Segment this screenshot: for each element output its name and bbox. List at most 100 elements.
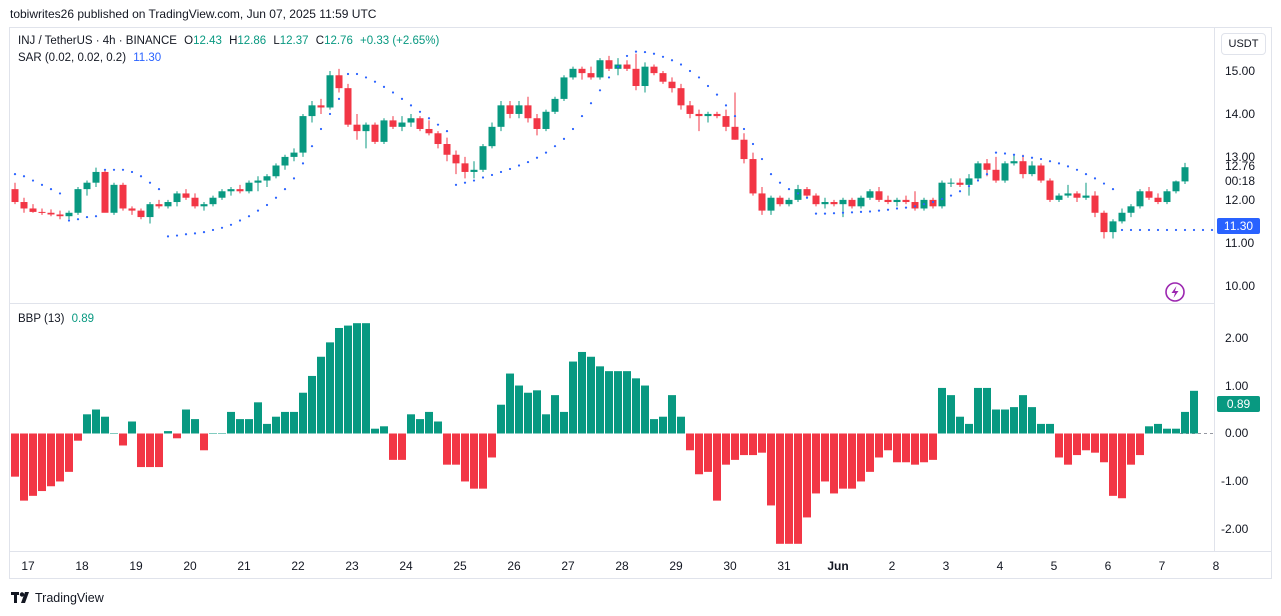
candle-body bbox=[785, 199, 793, 205]
bbp-bar bbox=[821, 433, 829, 482]
sar-dot bbox=[22, 175, 26, 178]
sar-value: 11.30 bbox=[133, 52, 162, 64]
candle-body bbox=[551, 98, 559, 112]
ohlc-open: O12.43 bbox=[184, 35, 222, 47]
bbp-bar bbox=[425, 411, 433, 434]
candle-body bbox=[20, 202, 28, 209]
candle-body bbox=[893, 199, 901, 203]
time-tick: 25 bbox=[453, 559, 467, 573]
candle-body bbox=[488, 126, 496, 147]
sar-dot bbox=[1192, 228, 1196, 232]
sar-dot bbox=[706, 84, 710, 88]
candle-body bbox=[281, 156, 289, 166]
sar-legend[interactable]: SAR (0.02, 0.02, 0.2) 11.30 bbox=[18, 52, 165, 64]
pane-divider[interactable] bbox=[9, 303, 1214, 304]
candle-body bbox=[740, 139, 748, 160]
sar-dot bbox=[139, 175, 143, 178]
candle-body bbox=[497, 105, 505, 127]
sar-dot bbox=[598, 89, 602, 92]
time-tick: 6 bbox=[1104, 559, 1112, 573]
sar-dot bbox=[436, 123, 440, 126]
sar-dot bbox=[1147, 228, 1151, 232]
sar-dot bbox=[328, 112, 332, 116]
lightning-icon[interactable] bbox=[1164, 281, 1186, 303]
candle-body bbox=[605, 60, 613, 69]
bbp-bar bbox=[1163, 428, 1171, 434]
bbp-bar bbox=[605, 371, 613, 434]
bbp-tick: -2.00 bbox=[1221, 522, 1249, 537]
time-tick: 8 bbox=[1212, 559, 1220, 573]
currency-button[interactable]: USDT bbox=[1221, 33, 1266, 55]
bbp-bar bbox=[776, 433, 784, 544]
bbp-bar bbox=[110, 433, 118, 434]
sar-dot bbox=[184, 233, 188, 236]
candle-body bbox=[209, 197, 217, 205]
bbp-bar bbox=[353, 323, 361, 434]
sar-dot bbox=[292, 177, 296, 180]
tradingview-brand[interactable]: TradingView bbox=[11, 591, 104, 605]
main-legend[interactable]: INJ / TetherUS · 4h · BINANCE O12.43 H12… bbox=[18, 35, 443, 47]
ohlc-low: L12.37 bbox=[273, 35, 309, 47]
symbol-label[interactable]: INJ / TetherUS · 4h · BINANCE bbox=[18, 35, 177, 47]
candle-body bbox=[11, 189, 19, 203]
price-tick: 15.00 bbox=[1225, 63, 1256, 78]
sar-dot bbox=[823, 212, 827, 215]
sar-dot bbox=[391, 91, 395, 94]
sar-dot bbox=[238, 219, 242, 222]
sar-dot bbox=[1120, 228, 1124, 232]
sar-dot bbox=[760, 157, 764, 161]
sar-dot bbox=[382, 85, 386, 88]
bbp-bar bbox=[749, 433, 757, 456]
bbp-bar bbox=[506, 373, 514, 434]
bbp-bar bbox=[803, 433, 811, 518]
bbp-bar bbox=[1145, 426, 1153, 434]
candle-body bbox=[857, 197, 865, 207]
bbp-bar bbox=[938, 387, 946, 434]
bbp-legend[interactable]: BBP (13) 0.89 bbox=[18, 313, 98, 325]
bbp-value-tag: 0.89 bbox=[1217, 396, 1260, 412]
bbp-bar bbox=[524, 392, 532, 434]
bbp-bar bbox=[461, 433, 469, 482]
bbp-bar bbox=[308, 375, 316, 434]
sar-dot bbox=[679, 63, 683, 66]
bbp-bar bbox=[1172, 428, 1180, 434]
sar-dot bbox=[931, 200, 935, 204]
candle-body bbox=[884, 199, 892, 203]
sar-dot bbox=[310, 145, 314, 148]
bbp-bar bbox=[1127, 433, 1135, 465]
time-tick: 17 bbox=[21, 559, 35, 573]
bbp-bar bbox=[1010, 407, 1018, 434]
candle-body bbox=[200, 204, 208, 207]
candle-body bbox=[38, 211, 46, 213]
candle-body bbox=[1145, 191, 1153, 198]
price-tick: 10.00 bbox=[1225, 278, 1256, 293]
sar-dot bbox=[733, 114, 737, 118]
bbp-bar bbox=[857, 433, 865, 482]
candle-body bbox=[479, 146, 487, 170]
candle-body bbox=[542, 111, 550, 129]
sar-dot bbox=[418, 110, 422, 113]
bbp-bar bbox=[839, 433, 847, 489]
time-tick: 4 bbox=[996, 559, 1004, 573]
sar-dot bbox=[571, 127, 575, 131]
bbp-bar bbox=[974, 387, 982, 434]
sar-dot bbox=[553, 145, 557, 148]
bbp-bar bbox=[1028, 407, 1036, 434]
candle-body bbox=[398, 122, 406, 127]
sar-dot bbox=[193, 232, 197, 235]
candle-body bbox=[407, 118, 415, 123]
sar-dot bbox=[859, 210, 863, 214]
bbp-bar bbox=[902, 433, 910, 463]
sar-label[interactable]: SAR (0.02, 0.02, 0.2) bbox=[18, 52, 127, 64]
candle-body bbox=[947, 182, 955, 184]
candle-body bbox=[290, 152, 298, 157]
bbp-bar bbox=[263, 423, 271, 434]
bbp-label[interactable]: BBP (13) bbox=[18, 313, 65, 325]
candle-body bbox=[470, 169, 478, 172]
time-tick: 24 bbox=[399, 559, 413, 573]
sar-dot bbox=[1021, 154, 1025, 158]
bbp-tick: -1.00 bbox=[1221, 474, 1249, 489]
bbp-bar bbox=[470, 433, 478, 489]
sar-dot bbox=[175, 234, 179, 237]
